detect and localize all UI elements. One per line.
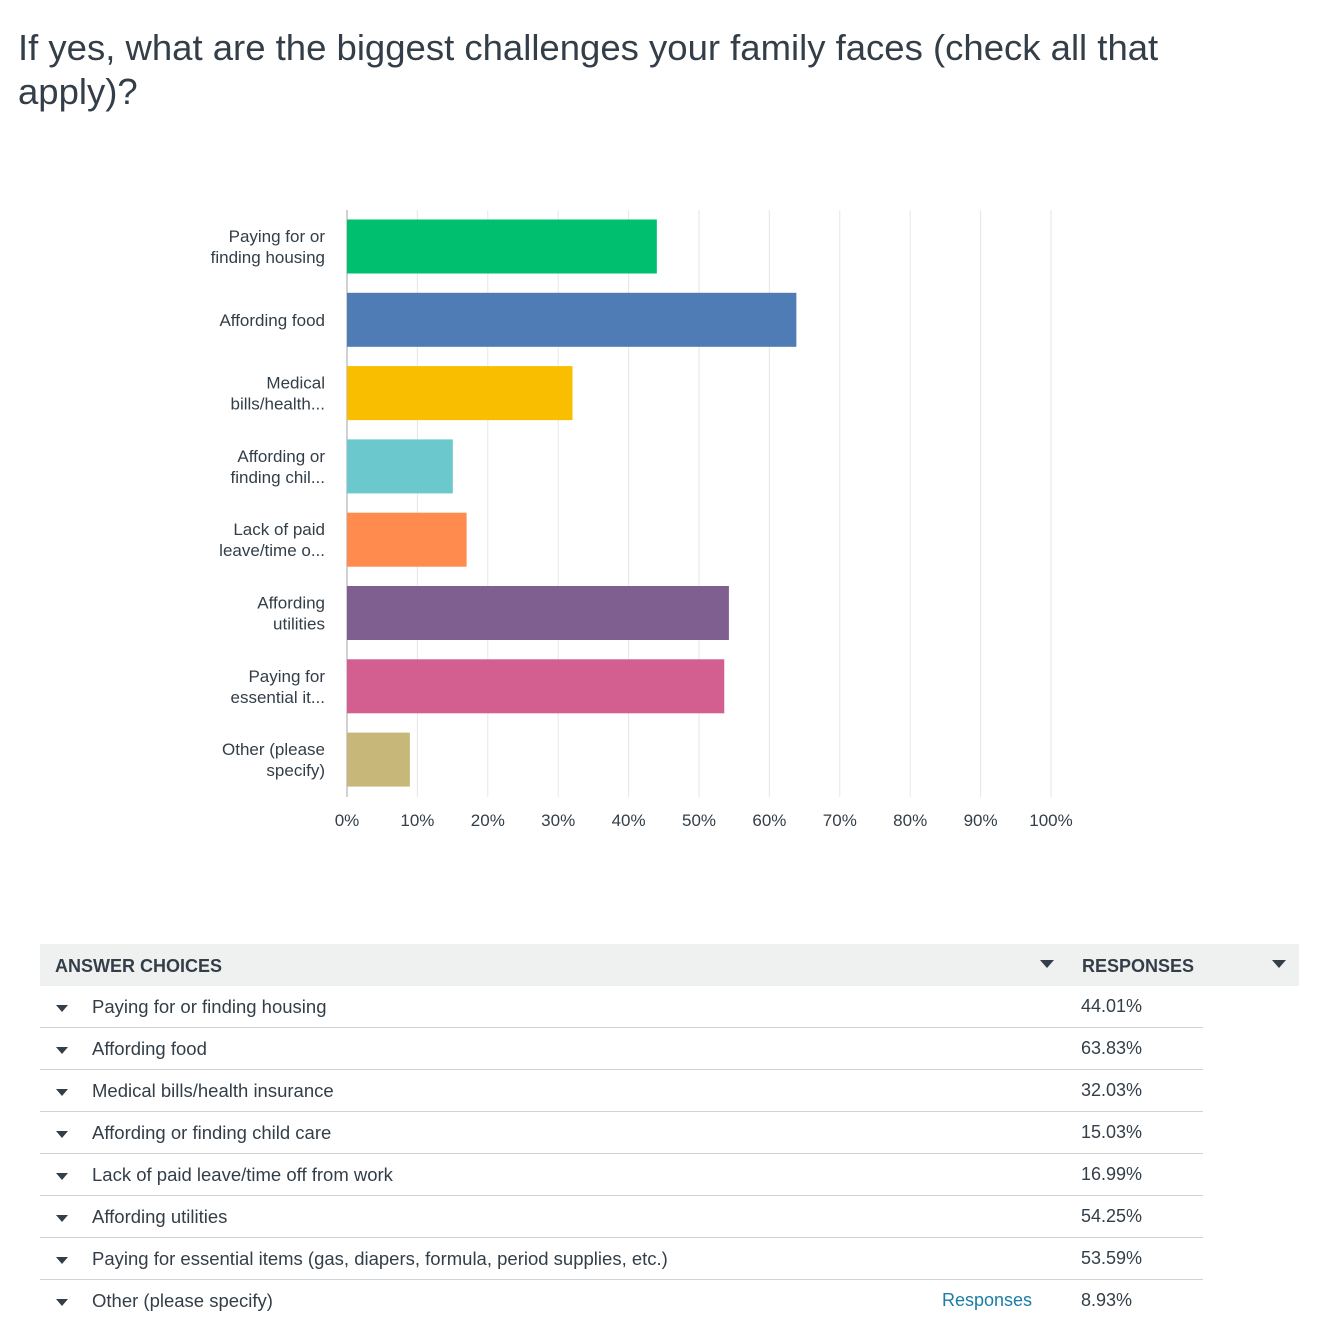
answer-choice-label: Medical bills/health insurance	[92, 1080, 334, 1101]
table-row: Affording food 63.83%	[40, 1028, 1203, 1070]
category-label: Medical bills/health...	[231, 374, 326, 414]
table-row: Affording or finding child care 15.03%	[40, 1112, 1203, 1154]
page-title: If yes, what are the biggest challenges …	[18, 27, 1159, 112]
x-tick-label: 10%	[400, 811, 434, 830]
answer-choice-label: Affording food	[92, 1038, 207, 1059]
expand-caret-down-icon[interactable]	[56, 1299, 68, 1306]
x-tick-label: 70%	[823, 811, 857, 830]
x-tick-label: 60%	[752, 811, 786, 830]
x-tick-label: 30%	[541, 811, 575, 830]
response-percentage: 63.83%	[1081, 1038, 1143, 1058]
answer-choice-label: Paying for essential items (gas, diapers…	[92, 1248, 668, 1269]
bar[interactable]	[347, 659, 725, 714]
x-tick-label: 40%	[612, 811, 646, 830]
expand-caret-down-icon[interactable]	[56, 1005, 68, 1012]
table-row: Lack of paid leave/time off from work 16.…	[40, 1154, 1203, 1196]
table-body: Paying for or finding housing 44.01% Affor…	[40, 986, 1298, 1321]
response-percentage: 15.03%	[1081, 1122, 1143, 1142]
response-percentage: 54.25%	[1081, 1206, 1143, 1226]
responses-link[interactable]: Responses	[942, 1290, 1033, 1310]
sort-caret-down-icon[interactable]	[1272, 960, 1286, 968]
response-percentage: 32.03%	[1081, 1080, 1143, 1100]
response-percentage: 8.93%	[1081, 1290, 1133, 1310]
category-label: Affording food	[219, 311, 325, 330]
responses-header-label: RESPONSES	[1082, 956, 1195, 976]
table-header: ANSWER CHOICES RESPONSES	[40, 944, 1299, 986]
category-label: Other (please specify)	[222, 740, 325, 780]
answer-choice-label: Paying for or finding housing	[92, 996, 327, 1017]
bar[interactable]	[347, 439, 453, 494]
x-tick-label: 100%	[1029, 811, 1072, 830]
sort-caret-down-icon[interactable]	[1040, 960, 1054, 968]
expand-caret-down-icon[interactable]	[56, 1089, 68, 1096]
bar-chart: Paying for or finding housing Affording fo…	[211, 210, 1073, 830]
category-label: Affording or finding chil...	[231, 447, 326, 487]
response-percentage: 44.01%	[1081, 996, 1143, 1016]
bar[interactable]	[347, 366, 573, 421]
x-tick-label: 90%	[964, 811, 998, 830]
answer-choice-label: Other (please specify)	[92, 1290, 273, 1311]
category-label: Paying for or finding housing	[211, 227, 326, 267]
bar[interactable]	[347, 292, 797, 347]
answer-choices-table: ANSWER CHOICES RESPONSES Paying for or f…	[40, 944, 1299, 1321]
bar[interactable]	[347, 512, 467, 567]
bar[interactable]	[347, 586, 729, 640]
answer-choice-label: Affording utilities	[92, 1206, 228, 1227]
table-row: Other (please specify) Responses 8.93%	[40, 1280, 1203, 1321]
expand-caret-down-icon[interactable]	[56, 1047, 68, 1054]
responses-header[interactable]: RESPONSES	[1066, 944, 1299, 986]
table-row: Paying for essential items (gas, diapers…	[40, 1238, 1203, 1280]
x-tick-label: 20%	[471, 811, 505, 830]
category-label: Lack of paid leave/time o...	[219, 520, 325, 560]
answer-choices-header[interactable]: ANSWER CHOICES	[40, 944, 1079, 986]
category-label: Affording utilities	[257, 594, 325, 634]
expand-caret-down-icon[interactable]	[56, 1131, 68, 1138]
answer-choices-header-label: ANSWER CHOICES	[55, 956, 223, 976]
table-row: Medical bills/health insurance 32.03%	[40, 1070, 1203, 1112]
bar[interactable]	[347, 732, 410, 787]
expand-caret-down-icon[interactable]	[56, 1173, 68, 1180]
bar[interactable]	[347, 219, 657, 274]
expand-caret-down-icon[interactable]	[56, 1215, 68, 1222]
table-row: Paying for or finding housing 44.01%	[40, 986, 1203, 1028]
category-label: Paying for essential it...	[231, 667, 326, 707]
answer-choice-label: Lack of paid leave/time off from work	[92, 1164, 393, 1185]
expand-caret-down-icon[interactable]	[56, 1257, 68, 1264]
table-row: Affording utilities 54.25%	[40, 1196, 1203, 1238]
x-tick-label: 50%	[682, 811, 716, 830]
response-percentage: 16.99%	[1081, 1164, 1143, 1184]
answer-choice-label: Affording or finding child care	[92, 1122, 332, 1143]
x-tick-label: 80%	[893, 811, 927, 830]
x-tick-label: 0%	[335, 811, 360, 830]
response-percentage: 53.59%	[1081, 1248, 1143, 1268]
